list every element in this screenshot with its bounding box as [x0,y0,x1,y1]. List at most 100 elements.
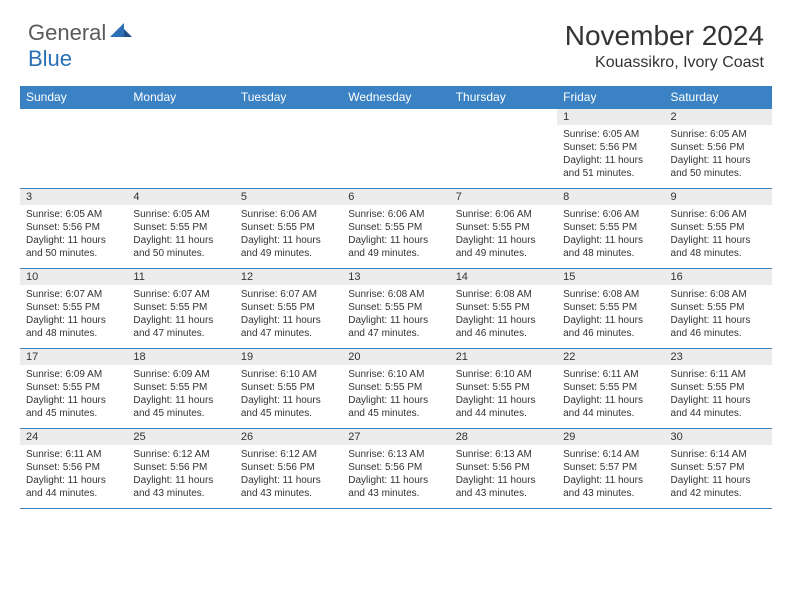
day-data-cell: Sunrise: 6:10 AMSunset: 5:55 PMDaylight:… [235,365,342,429]
day-data-cell: Sunrise: 6:05 AMSunset: 5:56 PMDaylight:… [20,205,127,269]
day-number-cell: 23 [665,349,772,366]
rule-cell [557,508,664,509]
day-number-cell: 24 [20,429,127,446]
day-data-cell: Sunrise: 6:08 AMSunset: 5:55 PMDaylight:… [342,285,449,349]
day-number-cell: 16 [665,269,772,286]
dow-header: Saturday [665,86,772,109]
day-data-cell: Sunrise: 6:09 AMSunset: 5:55 PMDaylight:… [20,365,127,429]
day-number-cell: 29 [557,429,664,446]
day-number-cell: 28 [450,429,557,446]
day-number-cell: 27 [342,429,449,446]
rule-cell [450,508,557,509]
brand-logo: General [28,20,134,46]
dow-header: Friday [557,86,664,109]
day-data-cell: Sunrise: 6:13 AMSunset: 5:56 PMDaylight:… [450,445,557,508]
day-data-cell: Sunrise: 6:07 AMSunset: 5:55 PMDaylight:… [235,285,342,349]
day-number-cell: 9 [665,189,772,206]
day-data-cell: Sunrise: 6:06 AMSunset: 5:55 PMDaylight:… [235,205,342,269]
day-data-cell: Sunrise: 6:06 AMSunset: 5:55 PMDaylight:… [450,205,557,269]
day-data-cell [342,125,449,189]
bottom-rule [20,508,772,509]
day-data-cell: Sunrise: 6:10 AMSunset: 5:55 PMDaylight:… [450,365,557,429]
dow-header: Wednesday [342,86,449,109]
day-data-cell: Sunrise: 6:09 AMSunset: 5:55 PMDaylight:… [127,365,234,429]
day-number-cell [127,109,234,126]
day-data-cell: Sunrise: 6:11 AMSunset: 5:55 PMDaylight:… [665,365,772,429]
day-number-row: 3456789 [20,189,772,206]
day-number-cell: 17 [20,349,127,366]
day-data-cell: Sunrise: 6:05 AMSunset: 5:56 PMDaylight:… [665,125,772,189]
day-data-cell [450,125,557,189]
rule-cell [235,508,342,509]
rule-cell [127,508,234,509]
dow-header: Sunday [20,86,127,109]
day-of-week-row: SundayMondayTuesdayWednesdayThursdayFrid… [20,86,772,109]
brand-triangle-icon [110,21,132,44]
day-number-cell: 11 [127,269,234,286]
day-number-cell: 5 [235,189,342,206]
day-data-row: Sunrise: 6:11 AMSunset: 5:56 PMDaylight:… [20,445,772,508]
rule-cell [20,508,127,509]
day-data-cell [127,125,234,189]
day-data-cell: Sunrise: 6:08 AMSunset: 5:55 PMDaylight:… [557,285,664,349]
day-number-cell: 19 [235,349,342,366]
day-number-cell: 15 [557,269,664,286]
day-data-cell: Sunrise: 6:10 AMSunset: 5:55 PMDaylight:… [342,365,449,429]
day-data-cell: Sunrise: 6:07 AMSunset: 5:55 PMDaylight:… [20,285,127,349]
day-data-row: Sunrise: 6:09 AMSunset: 5:55 PMDaylight:… [20,365,772,429]
day-data-cell: Sunrise: 6:05 AMSunset: 5:55 PMDaylight:… [127,205,234,269]
day-number-cell: 6 [342,189,449,206]
day-number-cell: 8 [557,189,664,206]
brand-text-blue-wrap: Blue [28,46,72,72]
day-number-row: 24252627282930 [20,429,772,446]
day-data-cell [235,125,342,189]
day-data-cell: Sunrise: 6:06 AMSunset: 5:55 PMDaylight:… [557,205,664,269]
brand-text-blue: Blue [28,46,72,71]
day-data-cell: Sunrise: 6:14 AMSunset: 5:57 PMDaylight:… [665,445,772,508]
day-number-cell [342,109,449,126]
day-data-cell: Sunrise: 6:11 AMSunset: 5:55 PMDaylight:… [557,365,664,429]
day-data-cell: Sunrise: 6:14 AMSunset: 5:57 PMDaylight:… [557,445,664,508]
title-block: November 2024 Kouassikro, Ivory Coast [565,20,764,72]
calendar-table: SundayMondayTuesdayWednesdayThursdayFrid… [20,86,772,509]
day-number-cell: 12 [235,269,342,286]
day-data-cell: Sunrise: 6:06 AMSunset: 5:55 PMDaylight:… [665,205,772,269]
day-number-cell: 18 [127,349,234,366]
day-number-cell: 2 [665,109,772,126]
month-title: November 2024 [565,20,764,52]
dow-header: Monday [127,86,234,109]
header: General November 2024 Kouassikro, Ivory … [0,0,792,80]
day-number-cell: 3 [20,189,127,206]
day-number-cell [235,109,342,126]
day-number-cell: 26 [235,429,342,446]
day-data-cell: Sunrise: 6:13 AMSunset: 5:56 PMDaylight:… [342,445,449,508]
day-number-row: 17181920212223 [20,349,772,366]
rule-cell [665,508,772,509]
day-data-cell: Sunrise: 6:12 AMSunset: 5:56 PMDaylight:… [235,445,342,508]
dow-header: Tuesday [235,86,342,109]
day-data-cell: Sunrise: 6:08 AMSunset: 5:55 PMDaylight:… [450,285,557,349]
day-data-row: Sunrise: 6:05 AMSunset: 5:56 PMDaylight:… [20,125,772,189]
day-data-cell: Sunrise: 6:11 AMSunset: 5:56 PMDaylight:… [20,445,127,508]
day-number-row: 10111213141516 [20,269,772,286]
day-number-cell: 1 [557,109,664,126]
dow-header: Thursday [450,86,557,109]
day-number-cell [20,109,127,126]
day-number-cell: 14 [450,269,557,286]
day-number-cell: 25 [127,429,234,446]
day-number-cell [450,109,557,126]
brand-text-general: General [28,20,106,46]
rule-cell [342,508,449,509]
day-data-row: Sunrise: 6:07 AMSunset: 5:55 PMDaylight:… [20,285,772,349]
day-number-cell: 21 [450,349,557,366]
day-number-cell: 7 [450,189,557,206]
day-number-row: 12 [20,109,772,126]
day-number-cell: 10 [20,269,127,286]
day-data-cell: Sunrise: 6:06 AMSunset: 5:55 PMDaylight:… [342,205,449,269]
day-data-cell: Sunrise: 6:07 AMSunset: 5:55 PMDaylight:… [127,285,234,349]
day-number-cell: 20 [342,349,449,366]
calendar-body: 12Sunrise: 6:05 AMSunset: 5:56 PMDayligh… [20,109,772,509]
day-data-cell: Sunrise: 6:12 AMSunset: 5:56 PMDaylight:… [127,445,234,508]
day-data-row: Sunrise: 6:05 AMSunset: 5:56 PMDaylight:… [20,205,772,269]
day-number-cell: 30 [665,429,772,446]
